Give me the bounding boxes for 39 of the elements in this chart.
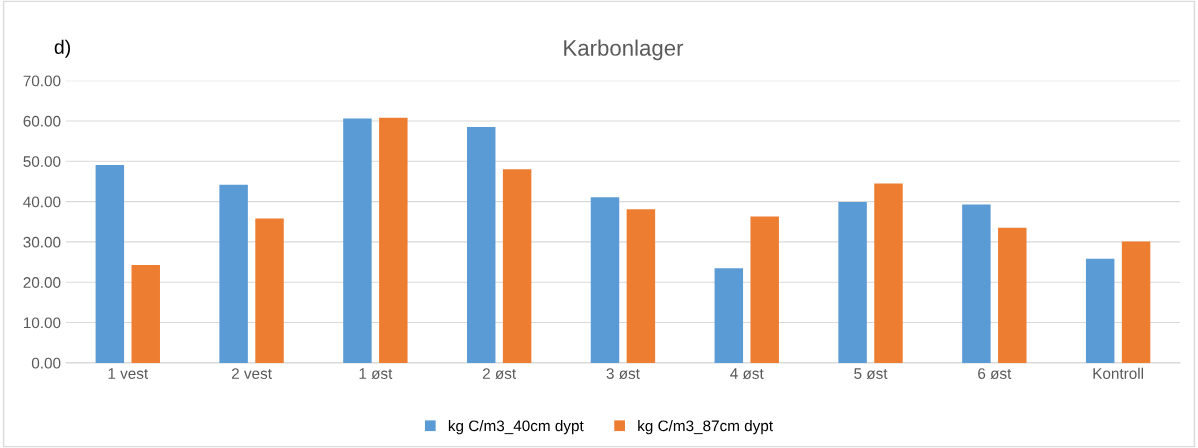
- bar: [255, 218, 284, 363]
- x-tick-label: Kontroll: [1093, 367, 1144, 379]
- x-tick-label: 4 øst: [730, 368, 764, 380]
- bar: [219, 184, 248, 363]
- bar: [590, 197, 620, 363]
- x-tick-label: 1 øst: [359, 368, 393, 380]
- bar: [714, 268, 744, 363]
- x-tick-label: 2 vest: [231, 368, 272, 379]
- x-tick-label: 6 øst: [978, 368, 1012, 380]
- bar: [95, 164, 125, 363]
- x-tick-label: 1 vest: [108, 368, 149, 379]
- y-tick-label: 10.00: [23, 317, 61, 329]
- bar: [466, 127, 496, 363]
- legend-label: kg C/m3_87cm dypt: [638, 420, 773, 435]
- y-tick-label: 50.00: [23, 156, 61, 167]
- y-tick-label: 0.00: [31, 357, 61, 369]
- x-tick-label: 3 øst: [606, 368, 640, 380]
- text: d): [54, 39, 70, 58]
- bar: [838, 202, 867, 363]
- bar: [750, 216, 779, 363]
- y-tick-label: 30.00: [23, 236, 61, 248]
- bar: [343, 118, 372, 363]
- bar: [502, 169, 532, 363]
- y-tick-label: 20.00: [23, 277, 61, 288]
- x-tick-label: 5 øst: [854, 368, 888, 380]
- legend-label: kg C/m3_40cm dypt: [448, 420, 584, 435]
- bar: [379, 117, 408, 363]
- bar: [874, 183, 903, 363]
- x-tick-label: 2 øst: [482, 368, 517, 380]
- bar: [1085, 258, 1115, 363]
- bar: [998, 227, 1027, 363]
- bar: [1121, 241, 1151, 363]
- y-tick-label: 70.00: [23, 75, 61, 87]
- y-tick-label: 40.00: [23, 196, 61, 208]
- bar: [962, 204, 991, 363]
- chart-title: Karbonlager: [564, 39, 684, 61]
- bar: [626, 209, 656, 363]
- y-tick-label: 60.00: [23, 115, 61, 127]
- bar: [131, 264, 160, 363]
